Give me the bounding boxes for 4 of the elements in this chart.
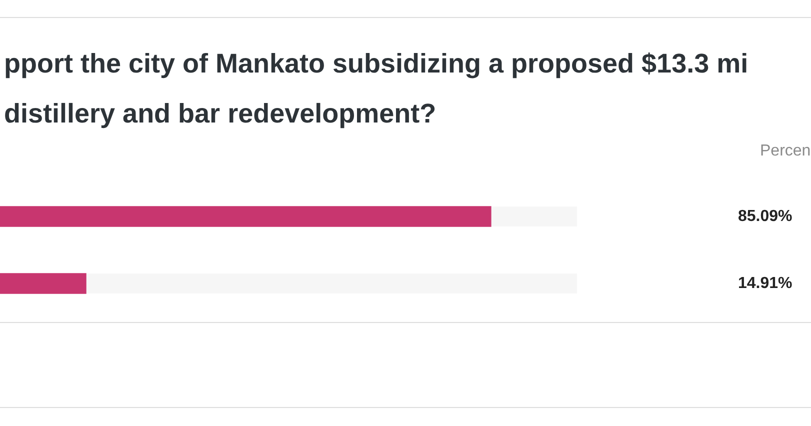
text: Percen — [760, 142, 811, 160]
data-label: 14.91% — [738, 274, 792, 292]
chart-title: pport the city of Mankato subsidizing a proposed $13.3 mi distillery and bar redevelopment? — [4, 48, 748, 128]
data-label: 85.09% — [738, 208, 792, 225]
